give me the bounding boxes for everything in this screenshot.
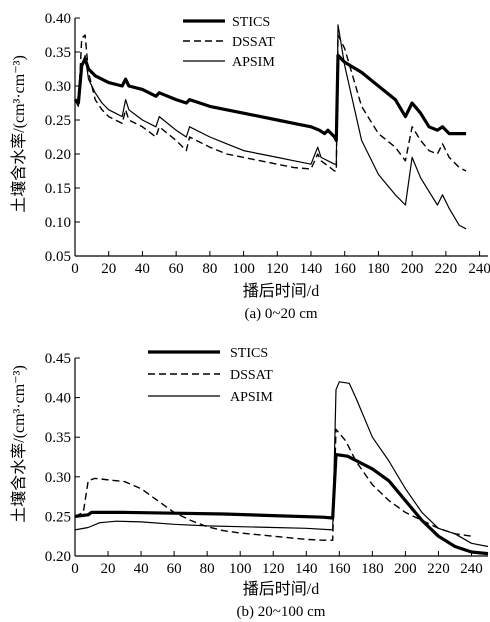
panel-a-x-tick-label: 80 [202, 261, 217, 277]
panel-a-y-tick-label: 0.35 [45, 45, 71, 61]
panel-b-caption: (b) 20~100 cm [237, 604, 326, 620]
panel-a-x-tick-label: 180 [367, 261, 390, 277]
panel-a-y-tick-label: 0.05 [45, 249, 71, 265]
panel-b-plot: 0 20 40 60 80 100 120 140 160 180 200 220 240 0.20 0.2… [45, 346, 489, 577]
panel-a-x-tick-label: 60 [169, 261, 184, 277]
panel-a-x-tick-label: 20 [101, 261, 116, 277]
panel-a-series-dssat [74, 34, 467, 172]
panel-b-x-tick-label: 140 [295, 561, 318, 577]
panel-b-x-tick-label: 120 [262, 561, 285, 577]
panel-b-x-tick-label: 60 [167, 561, 182, 577]
panel-a-y-tick-label: 0.15 [45, 181, 71, 197]
panel-b: 播后时间/d (b) 20~100 cm 土壤含水率/(cm³·cm⁻³) 0 2… [9, 346, 489, 620]
panel-a-legend-label-dssat: DSSAT [232, 35, 275, 50]
panel-a-x-tick-label: 40 [135, 261, 150, 277]
panel-a-y-tick-label: 0.30 [45, 79, 71, 95]
panel-b-x-tick-label: 20 [101, 561, 116, 577]
panel-a-xlabel: 播后时间/d [243, 282, 319, 300]
panel-a-x-tick-label: 160 [333, 261, 356, 277]
panel-b-y-tick-label: 0.35 [45, 430, 71, 446]
panel-b-x-tick-label: 220 [427, 561, 450, 577]
panel-b-y-tick-label: 0.40 [45, 391, 71, 407]
panel-a-y-tick-label: 0.10 [45, 215, 71, 231]
panel-a-x-tick-label: 140 [300, 261, 323, 277]
panel-a-x-tick-label: 220 [435, 261, 458, 277]
panel-a-x-tick-label: 100 [232, 261, 255, 277]
panel-b-x-tick-label: 180 [361, 561, 384, 577]
panel-a-y-tick-label: 0.40 [45, 11, 71, 27]
panel-b-xlabel: 播后时间/d [243, 580, 319, 598]
panel-b-legend-label-dssat: DSSAT [230, 368, 273, 383]
panel-a-caption: (a) 0~20 cm [244, 306, 317, 322]
panel-a-legend-label-stics: STICS [232, 15, 270, 30]
panel-a-series-apsim [74, 24, 467, 230]
panel-a-y-tick-label: 0.20 [45, 147, 71, 163]
panel-a-series-stics [73, 53, 467, 142]
panel-a: 播后时间/d (a) 0~20 cm 土壤含水率/(cm³·cm⁻³) 0 20 4… [9, 11, 490, 322]
panel-b-y-tick-label: 0.20 [45, 549, 71, 565]
panel-b-x-tick-label: 0 [71, 561, 79, 577]
panel-b-ylabel: 土壤含水率/(cm³·cm⁻³) [9, 365, 28, 523]
panel-b-x-tick-label: 160 [328, 561, 351, 577]
panel-a-x-tick-label: 0 [71, 261, 79, 277]
panel-a-x-tick-label: 240 [468, 261, 490, 277]
panel-b-x-tick-label: 80 [200, 561, 215, 577]
panel-a-y-tick-label: 0.25 [45, 113, 71, 129]
panel-b-series-apsim [74, 381, 489, 548]
panel-b-legend-label-stics: STICS [230, 346, 268, 361]
panel-b-y-tick-label: 0.25 [45, 509, 71, 525]
panel-b-x-tick-label: 200 [394, 561, 417, 577]
panel-a-ylabel: 土壤含水率/(cm³·cm⁻³) [9, 55, 28, 213]
panel-b-x-tick-label: 240 [460, 561, 483, 577]
panel-b-series-stics [74, 453, 489, 556]
panel-a-plot: 0 20 40 60 80 100 120 140 160 180 200 220 240 0.05 0.1… [45, 11, 490, 277]
panel-b-x-tick-label: 40 [134, 561, 149, 577]
panel-a-x-tick-label: 200 [401, 261, 424, 277]
panel-a-legend-label-apsim: APSIM [232, 55, 275, 70]
panel-b-y-tick-label: 0.30 [45, 470, 71, 486]
panel-b-x-tick-label: 100 [229, 561, 252, 577]
panel-a-x-tick-label: 120 [266, 261, 289, 277]
panel-b-y-tick-label: 0.45 [45, 351, 71, 367]
panel-b-legend-label-apsim: APSIM [230, 390, 273, 405]
panel-b-series-dssat [74, 428, 472, 541]
